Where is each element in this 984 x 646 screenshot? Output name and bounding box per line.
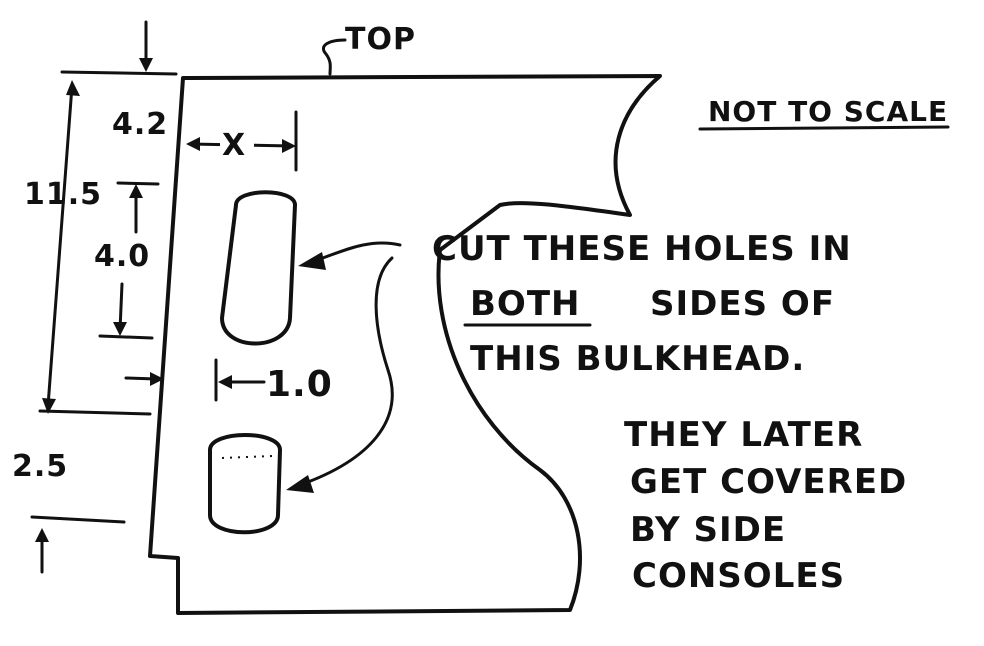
upper-hole-leader (310, 241, 402, 264)
note-line-2-rest: SIDES OF (650, 284, 835, 324)
hole-length-ext-top (116, 181, 160, 186)
not-to-scale-label: NOT TO SCALE (708, 95, 948, 128)
hole-length-arrow-top (129, 184, 143, 198)
lower-hole-leader-arrowhead (286, 475, 314, 493)
top-edge-dim-arrowhead (139, 58, 153, 72)
lower-hole-leader (298, 256, 394, 487)
not-to-scale-underline (698, 125, 950, 131)
hole-length-arrow-bottom (113, 322, 127, 336)
lower-slot-hole (208, 433, 282, 535)
note-line-7: CONSOLES (632, 556, 845, 596)
hole-offset-label-backing (220, 124, 254, 160)
upper-hole-leader-arrowhead (298, 252, 326, 270)
upper-slot-hole (220, 190, 297, 346)
bottom-offset-ext-line (30, 515, 126, 524)
overall-height-dim-line (46, 84, 74, 408)
note-line-2-emphasis: BOTH (470, 284, 580, 324)
note-line-4: THEY LATER (624, 415, 863, 455)
top-offset-label: 4.2 (112, 107, 168, 142)
note-line-3: THIS BULKHEAD. (470, 339, 805, 379)
hole-offset-arrow-right (282, 139, 296, 153)
lower-slot-dotted-line (221, 455, 273, 459)
top-extension-line (60, 70, 178, 76)
note-line-1: CUT THESE HOLES IN (432, 229, 852, 269)
edge-ref-arrowhead (150, 372, 164, 386)
bottom-hole-extension-line (38, 409, 152, 416)
top-label: TOP (345, 22, 416, 57)
overall-height-arrow-bottom (42, 398, 56, 414)
bulkhead-outline (148, 74, 662, 615)
hole-length-ext-bottom (98, 334, 154, 340)
bottom-offset-arrowhead (35, 528, 49, 542)
overall-height-arrow-top (66, 80, 80, 96)
top-leader (322, 38, 347, 76)
hole-offset-arrow-left (186, 137, 200, 151)
overall-height-label: 11.5 (24, 177, 102, 212)
hole-offset-label: X (222, 128, 246, 163)
hole-width-label: 1.0 (266, 364, 333, 405)
hole-width-arrowhead (218, 375, 232, 389)
note-line-6: BY SIDE (630, 510, 786, 550)
bottom-offset-label: 2.5 (12, 449, 68, 484)
note-line-5: GET COVERED (630, 462, 907, 502)
hole-length-label: 4.0 (94, 239, 150, 274)
